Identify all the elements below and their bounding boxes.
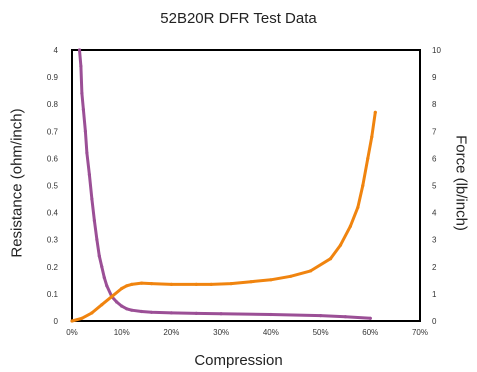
right-y-tick-label: 9 xyxy=(432,73,437,82)
right-y-tick-label: 3 xyxy=(432,236,437,245)
force-data-point xyxy=(328,257,333,261)
resistance-data-point xyxy=(81,108,85,112)
x-tick-label: 20% xyxy=(163,328,179,337)
resistance-data-point xyxy=(79,64,83,68)
force-data-point xyxy=(348,224,352,228)
resistance-data-point xyxy=(319,314,323,318)
resistance-data-point xyxy=(80,91,84,95)
resistance-data-point xyxy=(125,307,129,311)
x-tick-label: 70% xyxy=(412,328,428,337)
x-tick-label: 50% xyxy=(313,328,329,337)
force-data-point xyxy=(366,156,370,160)
right-y-tick-label: 1 xyxy=(432,290,437,299)
force-data-point xyxy=(140,281,144,285)
resistance-data-point xyxy=(194,311,198,315)
left-y-tick-label: 0.5 xyxy=(47,182,59,191)
resistance-series-line xyxy=(78,48,372,320)
resistance-data-point xyxy=(95,238,99,242)
force-data-point xyxy=(100,303,104,307)
resistance-data-point xyxy=(368,316,372,320)
force-data-point xyxy=(110,295,114,299)
force-data-point xyxy=(130,282,134,286)
right-y-tick-label: 8 xyxy=(432,100,437,109)
force-data-point xyxy=(125,284,129,288)
left-y-tick-label: 0.3 xyxy=(47,236,59,245)
resistance-data-point xyxy=(102,276,106,280)
resistance-data-point xyxy=(77,48,82,52)
x-tick-label: 40% xyxy=(263,328,279,337)
x-tick-label: 30% xyxy=(213,328,229,337)
force-data-point xyxy=(249,280,253,284)
right-y-tick-label: 7 xyxy=(432,127,437,136)
force-data-point xyxy=(370,135,374,139)
left-y-tick-label: 0.8 xyxy=(47,100,59,109)
right-y-tick-label: 4 xyxy=(432,209,437,218)
force-data-point xyxy=(169,282,173,286)
resistance-data-point xyxy=(100,265,104,269)
force-data-point xyxy=(120,286,124,291)
resistance-data-point xyxy=(90,197,94,201)
force-data-point xyxy=(309,269,313,273)
x-tick-label: 0% xyxy=(66,328,78,337)
force-data-point xyxy=(70,319,74,323)
chart-title: 52B20R DFR Test Data xyxy=(160,10,317,27)
force-data-point xyxy=(361,183,365,188)
resistance-data-point xyxy=(87,173,91,177)
resistance-data-point xyxy=(115,300,119,304)
resistance-data-point xyxy=(140,309,144,314)
left-y-tick-label: 0.1 xyxy=(47,290,59,299)
resistance-data-point xyxy=(120,304,124,308)
force-data-point xyxy=(373,110,377,114)
force-data-point xyxy=(209,282,213,286)
right-y-tick-label: 10 xyxy=(432,46,441,55)
left-y-tick-label: 4 xyxy=(54,46,59,55)
x-axis-label: Compression xyxy=(194,352,283,369)
resistance-data-point xyxy=(130,308,134,312)
force-series-line xyxy=(70,110,377,323)
force-data-point xyxy=(269,278,273,282)
x-tick-label: 60% xyxy=(362,328,378,337)
resistance-data-point xyxy=(343,315,347,319)
left-y-tick-label: 0.2 xyxy=(47,263,59,272)
force-data-point xyxy=(149,282,154,286)
x-tick-label: 10% xyxy=(114,328,130,337)
resistance-data-point xyxy=(269,312,273,317)
right-y-tick-label: 5 xyxy=(432,182,437,191)
left-y-tick-label: 0.7 xyxy=(47,127,59,136)
resistance-data-point xyxy=(83,129,87,133)
right-y-tick-label: 6 xyxy=(432,154,437,163)
force-data-point xyxy=(80,316,84,320)
force-data-point xyxy=(194,282,198,286)
left-y-tick-label: 0 xyxy=(54,317,59,326)
force-data-point xyxy=(338,243,343,247)
right-y-tick-label: 2 xyxy=(432,263,437,272)
resistance-data-point xyxy=(92,219,96,223)
resistance-data-point xyxy=(97,254,101,258)
resistance-data-point xyxy=(169,311,173,315)
right-y-tick-label: 0 xyxy=(432,317,437,326)
left-y-tick-label: 0.9 xyxy=(47,73,59,82)
force-data-point xyxy=(90,311,94,315)
resistance-data-point xyxy=(149,310,154,314)
resistance-data-point xyxy=(219,312,223,316)
plot-frame xyxy=(71,49,421,322)
force-data-point xyxy=(229,282,233,286)
force-data-point xyxy=(289,274,293,278)
left-y-tick-label: 0.6 xyxy=(47,154,59,163)
force-data-point xyxy=(356,205,360,209)
left-y-tick-label: 0.4 xyxy=(47,209,59,218)
resistance-data-point xyxy=(105,284,109,288)
resistance-data-point xyxy=(85,151,89,155)
